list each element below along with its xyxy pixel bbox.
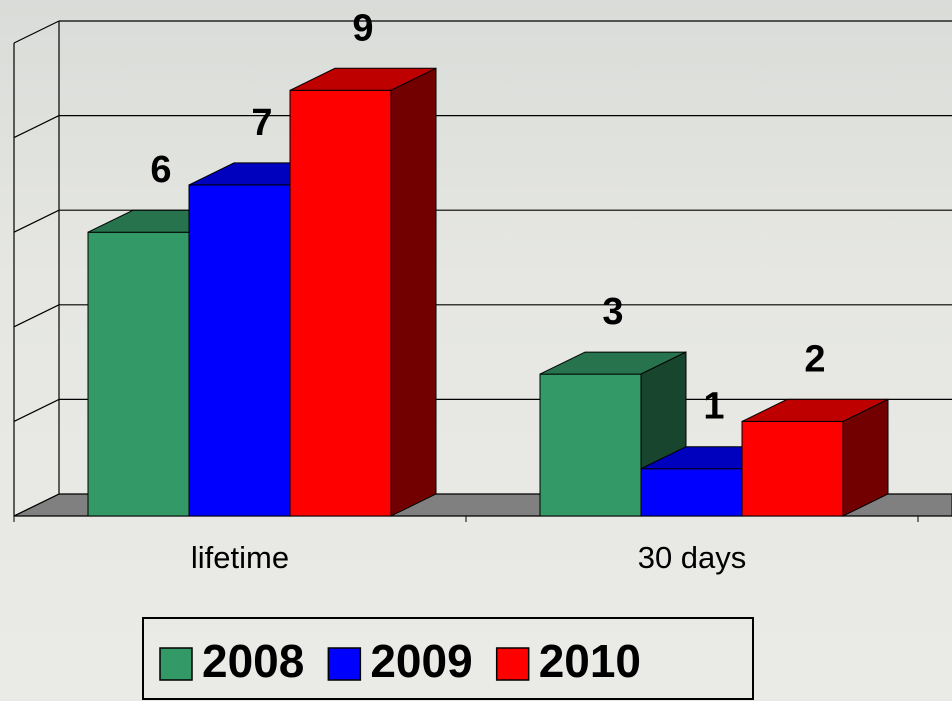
grid-line-side: [14, 210, 59, 232]
bar-side: [391, 68, 436, 516]
legend-swatch: [497, 648, 529, 680]
x-tick-label: 30 days: [638, 540, 747, 575]
bar: [641, 469, 742, 516]
grid-line-side: [14, 399, 59, 421]
value-label: 1: [703, 386, 724, 428]
value-label: 7: [251, 102, 272, 144]
grid-line-side: [14, 116, 59, 138]
page: lifetime67930 days312200820092010 (() =>…: [0, 0, 952, 701]
bar: [540, 374, 641, 516]
x-tick-label: lifetime: [191, 540, 289, 575]
legend-label: 2010: [539, 635, 641, 687]
bar: [290, 90, 391, 516]
bar: [742, 421, 843, 516]
value-label: 9: [352, 7, 373, 49]
legend-swatch: [160, 648, 192, 680]
value-label: 3: [602, 291, 623, 333]
chart: lifetime 6 7 9 30 days 3 1 2 2008 2009 2010: [0, 0, 952, 701]
value-label: 2: [804, 338, 825, 380]
bar: [189, 185, 290, 516]
grid-line-side: [14, 305, 59, 327]
legend-swatch: [328, 648, 360, 680]
value-label: 6: [150, 149, 171, 191]
legend-label: 2009: [370, 635, 472, 687]
bar: [88, 232, 189, 516]
grid-line-side: [14, 21, 59, 43]
legend-label: 2008: [202, 635, 304, 687]
